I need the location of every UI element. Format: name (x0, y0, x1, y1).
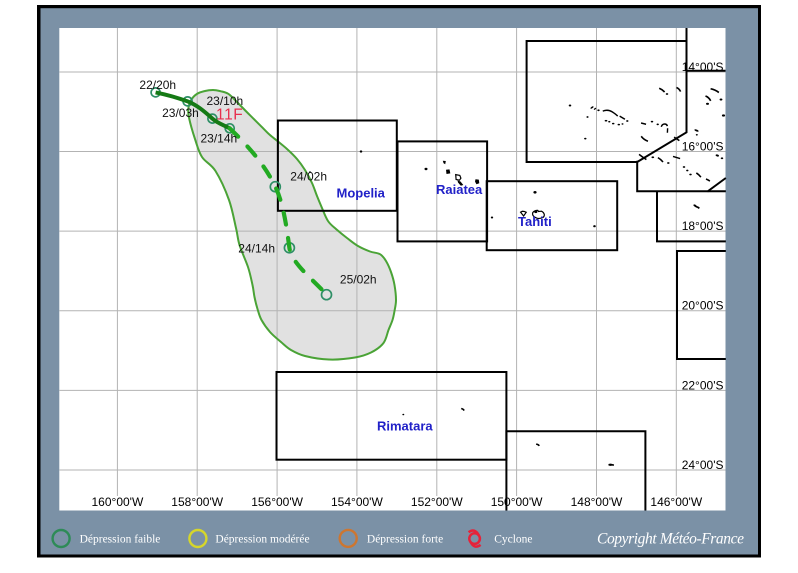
svg-text:25/02h: 25/02h (340, 273, 377, 287)
svg-text:Dépression faible: Dépression faible (80, 534, 161, 546)
svg-text:22°00'S: 22°00'S (682, 378, 724, 392)
svg-text:24/02h: 24/02h (290, 169, 327, 183)
svg-text:Tahiti: Tahiti (518, 214, 552, 229)
svg-text:160°00'W: 160°00'W (92, 495, 144, 509)
svg-text:Raiatea: Raiatea (436, 182, 483, 197)
svg-text:14°00'S: 14°00'S (682, 60, 724, 74)
svg-text:148°00'W: 148°00'W (571, 495, 623, 509)
svg-text:24°00'S: 24°00'S (682, 458, 724, 472)
svg-text:Dépression modérée: Dépression modérée (215, 534, 309, 546)
svg-text:Copyright Météo-France: Copyright Météo-France (597, 531, 744, 548)
svg-text:152°00'W: 152°00'W (411, 495, 463, 509)
svg-text:20°00'S: 20°00'S (682, 299, 724, 313)
svg-text:Dépression forte: Dépression forte (367, 534, 443, 546)
svg-text:146°00'W: 146°00'W (650, 495, 702, 509)
svg-text:16°00'S: 16°00'S (682, 140, 724, 154)
svg-text:23/14h: 23/14h (201, 132, 238, 146)
svg-text:11F: 11F (216, 107, 243, 124)
svg-text:18°00'S: 18°00'S (682, 219, 724, 233)
svg-text:Mopelia: Mopelia (337, 186, 386, 201)
svg-text:Rimatara: Rimatara (377, 419, 433, 434)
svg-text:22/20h: 22/20h (139, 78, 176, 92)
svg-text:24/14h: 24/14h (238, 242, 275, 256)
svg-text:156°00'W: 156°00'W (251, 495, 303, 509)
svg-text:Cyclone: Cyclone (494, 534, 532, 546)
svg-text:158°00'W: 158°00'W (171, 495, 223, 509)
svg-text:154°00'W: 154°00'W (331, 495, 383, 509)
svg-text:23/10h: 23/10h (207, 94, 244, 108)
svg-text:23/03h: 23/03h (162, 106, 199, 120)
svg-text:150°00'W: 150°00'W (491, 495, 543, 509)
